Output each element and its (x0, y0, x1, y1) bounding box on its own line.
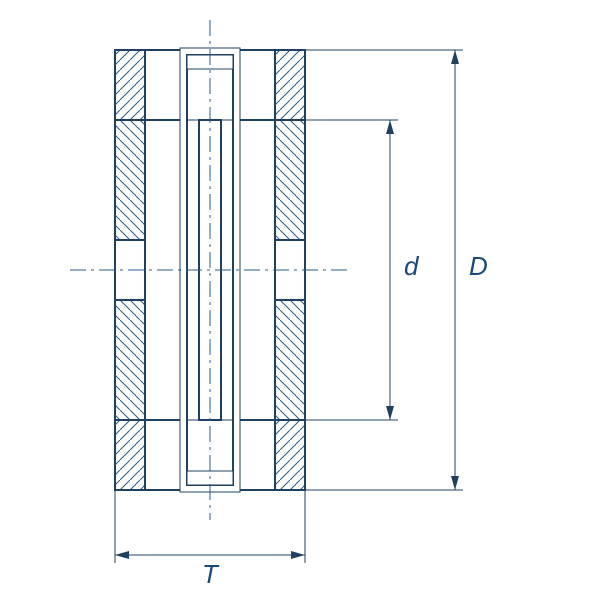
dimension-d: d (305, 120, 420, 420)
inner-race-lr (275, 300, 305, 420)
inner-race-ul (115, 120, 145, 240)
outer-washer-top-right (275, 50, 305, 120)
inner-race-ll (115, 300, 145, 420)
dimension-D-label: D (469, 251, 488, 281)
outer-washer-bot-left (115, 420, 145, 490)
inner-race-ur (275, 120, 305, 240)
dimension-T: T (115, 490, 305, 589)
dimension-T-label: T (202, 559, 220, 589)
dimension-d-label: d (404, 251, 420, 281)
outer-washer-bot-right (275, 420, 305, 490)
outer-washer-top-left (115, 50, 145, 120)
